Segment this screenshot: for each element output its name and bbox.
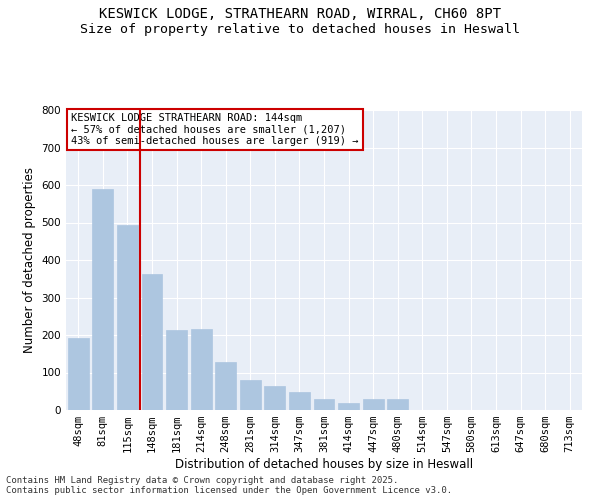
Bar — [166, 330, 187, 410]
Bar — [338, 402, 359, 410]
Bar — [191, 330, 212, 410]
X-axis label: Distribution of detached houses by size in Heswall: Distribution of detached houses by size … — [175, 458, 473, 471]
Bar — [142, 274, 163, 410]
Bar — [362, 399, 383, 410]
Bar — [289, 392, 310, 410]
Text: KESWICK LODGE STRATHEARN ROAD: 144sqm
← 57% of detached houses are smaller (1,20: KESWICK LODGE STRATHEARN ROAD: 144sqm ← … — [71, 113, 359, 146]
Bar — [215, 362, 236, 410]
Bar — [68, 338, 89, 410]
Bar — [314, 399, 334, 410]
Bar — [387, 399, 408, 410]
Bar — [265, 386, 286, 410]
Bar — [92, 188, 113, 410]
Bar — [240, 380, 261, 410]
Text: Size of property relative to detached houses in Heswall: Size of property relative to detached ho… — [80, 22, 520, 36]
Bar — [117, 225, 138, 410]
Text: Contains HM Land Registry data © Crown copyright and database right 2025.
Contai: Contains HM Land Registry data © Crown c… — [6, 476, 452, 495]
Y-axis label: Number of detached properties: Number of detached properties — [23, 167, 36, 353]
Text: KESWICK LODGE, STRATHEARN ROAD, WIRRAL, CH60 8PT: KESWICK LODGE, STRATHEARN ROAD, WIRRAL, … — [99, 8, 501, 22]
